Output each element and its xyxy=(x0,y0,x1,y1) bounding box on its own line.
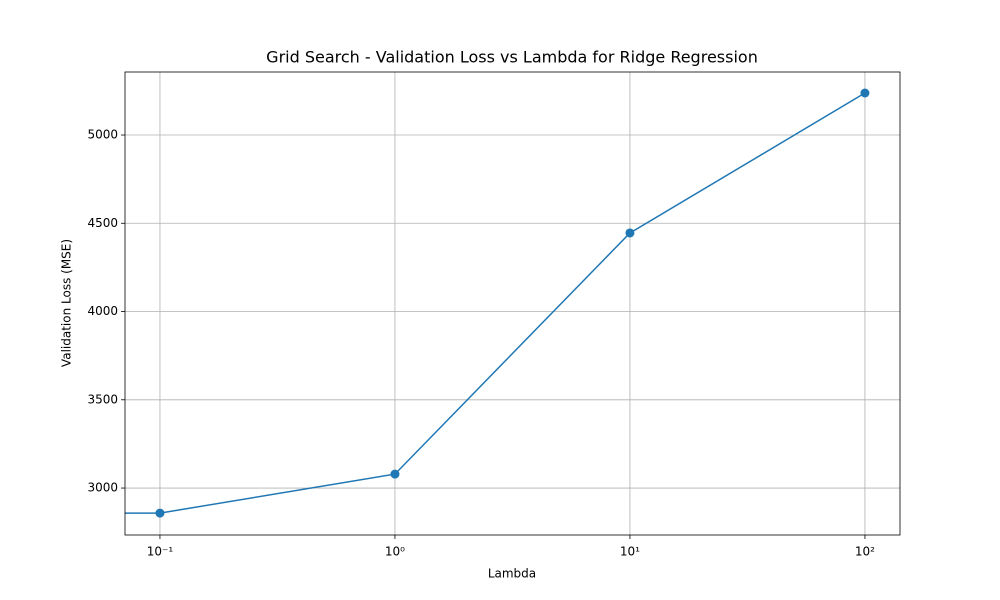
marker xyxy=(860,88,870,98)
x-axis-label: Lambda xyxy=(488,567,536,581)
grid xyxy=(125,72,900,535)
plot-area xyxy=(125,88,870,518)
x-tick-label: 10² xyxy=(855,545,875,559)
axes-frame xyxy=(124,71,901,536)
x-tick-label: 10⁰ xyxy=(385,545,405,559)
y-tick-label: 4500 xyxy=(87,216,118,230)
y-tick-label: 4000 xyxy=(87,304,118,318)
y-axis-label: Validation Loss (MSE) xyxy=(60,239,74,367)
marker xyxy=(390,469,400,479)
chart-title: Grid Search - Validation Loss vs Lambda … xyxy=(266,48,758,67)
y-tick-label: 3500 xyxy=(87,392,118,406)
x-tick-label: 10¹ xyxy=(620,545,640,559)
y-tick-label: 5000 xyxy=(87,128,118,142)
marker xyxy=(155,508,165,518)
x-tick-label: 10⁻¹ xyxy=(147,545,174,559)
y-tick-label: 3000 xyxy=(87,481,118,495)
marker xyxy=(625,228,635,238)
